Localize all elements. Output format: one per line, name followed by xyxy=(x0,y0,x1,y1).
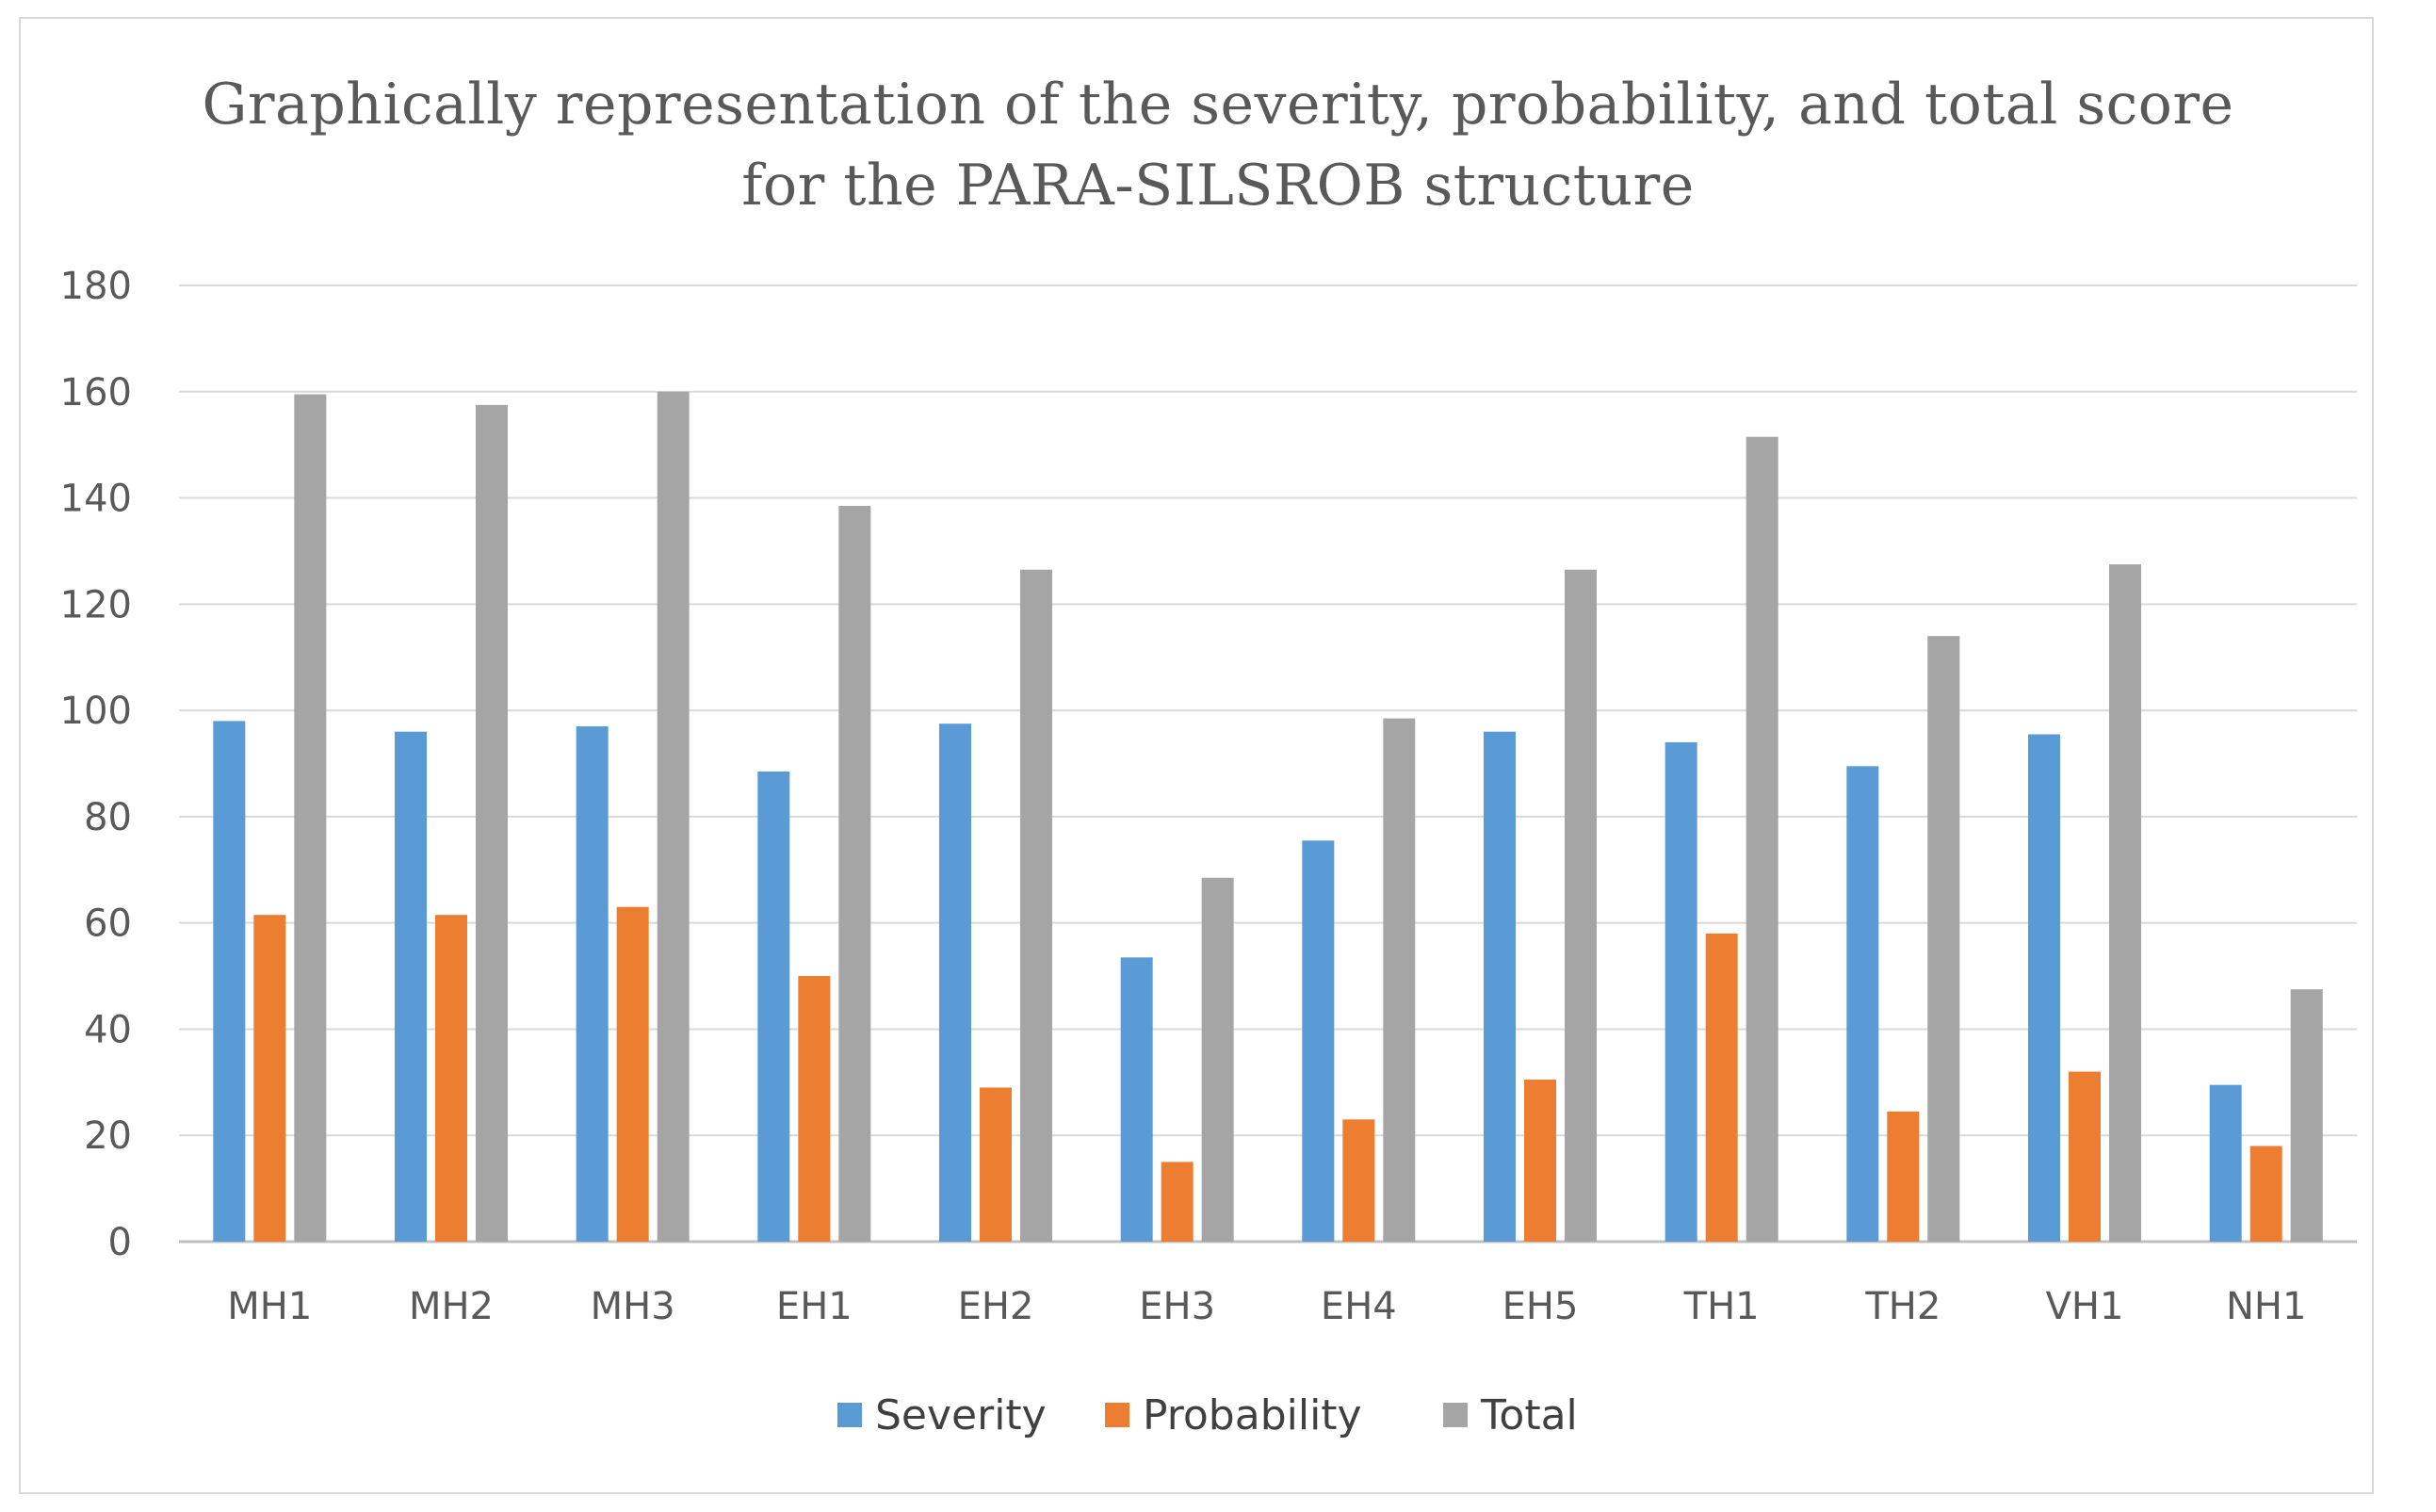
bar-total-th1 xyxy=(1746,436,1778,1242)
bar-severity-eh3 xyxy=(1120,957,1153,1242)
y-tick-label: 20 xyxy=(84,1114,132,1158)
bar-probability-mh2 xyxy=(435,915,467,1242)
y-axis: 0 20 40 60 80 100 120 140 160 180 xyxy=(60,265,132,1264)
bar-severity-mh2 xyxy=(395,731,427,1242)
bar-probability-th2 xyxy=(1887,1111,1920,1242)
bar-probability-mh3 xyxy=(616,906,649,1242)
bar-severity-vh1 xyxy=(2028,734,2060,1242)
x-tick-label: EH1 xyxy=(776,1285,853,1328)
x-tick-label: TH1 xyxy=(1683,1285,1760,1328)
bar-severity-th1 xyxy=(1665,741,1697,1242)
legend-label-total: Total xyxy=(1480,1391,1578,1439)
bar-probability-eh1 xyxy=(798,976,831,1242)
bar-severity-mh3 xyxy=(576,726,609,1242)
y-tick-label: 160 xyxy=(60,371,132,415)
x-tick-label: EH5 xyxy=(1502,1285,1579,1328)
bar-probability-eh3 xyxy=(1161,1162,1194,1242)
bar-total-mh2 xyxy=(476,404,508,1242)
y-tick-label: 120 xyxy=(60,583,132,626)
bar-severity-mh1 xyxy=(213,721,246,1242)
y-tick-label: 100 xyxy=(60,690,132,733)
bar-severity-nh1 xyxy=(2209,1084,2242,1242)
x-axis: MH1 MH2 MH3 EH1 EH2 EH3 EH4 EH5 TH1 TH2 VH1 NH1 xyxy=(227,1285,2306,1328)
bar-total-mh3 xyxy=(657,391,690,1242)
y-tick-label: 0 xyxy=(108,1221,132,1264)
x-tick-label: EH4 xyxy=(1321,1285,1397,1328)
bars xyxy=(213,391,2323,1242)
bar-probability-eh2 xyxy=(980,1087,1012,1242)
bar-severity-eh2 xyxy=(939,723,971,1242)
legend-swatch-probability xyxy=(1105,1403,1129,1427)
bar-probability-eh4 xyxy=(1342,1119,1375,1242)
x-tick-label: TH2 xyxy=(1864,1285,1941,1328)
chart-title-line-1: Graphically representation of the severi… xyxy=(202,72,2234,138)
x-tick-label: EH3 xyxy=(1139,1285,1215,1328)
bar-probability-nh1 xyxy=(2249,1146,2282,1242)
x-tick-label: MH1 xyxy=(227,1285,312,1328)
bar-total-eh1 xyxy=(838,506,871,1242)
chart-title-line-2: for the PARA-SILSROB structure xyxy=(741,153,1695,219)
y-tick-label: 80 xyxy=(84,796,132,839)
x-tick-label: MH3 xyxy=(591,1285,675,1328)
legend-label-severity: Severity xyxy=(875,1391,1047,1439)
bar-total-th2 xyxy=(1927,636,1960,1242)
bar-total-eh5 xyxy=(1565,569,1597,1242)
x-tick-label: EH2 xyxy=(958,1285,1034,1328)
legend-label-probability: Probability xyxy=(1143,1391,1362,1439)
bar-total-mh1 xyxy=(294,394,327,1242)
x-tick-label: VH1 xyxy=(2046,1285,2124,1328)
bar-probability-vh1 xyxy=(2069,1071,2101,1242)
bar-total-vh1 xyxy=(2109,564,2141,1242)
legend-swatch-total xyxy=(1443,1403,1468,1427)
bar-total-eh4 xyxy=(1383,718,1416,1242)
bar-severity-eh1 xyxy=(757,771,790,1242)
y-tick-label: 40 xyxy=(84,1008,132,1051)
gridlines xyxy=(179,285,2357,1244)
x-tick-label: NH1 xyxy=(2226,1285,2306,1328)
bar-probability-th1 xyxy=(1705,933,1738,1242)
y-tick-label: 140 xyxy=(60,478,132,521)
y-tick-label: 60 xyxy=(84,902,132,946)
bar-probability-mh1 xyxy=(253,915,286,1242)
x-tick-label: MH2 xyxy=(409,1285,494,1328)
bar-total-eh3 xyxy=(1201,877,1234,1242)
legend: Severity Probability Total xyxy=(837,1391,1578,1439)
y-tick-label: 180 xyxy=(60,265,132,308)
bar-probability-eh5 xyxy=(1524,1080,1556,1242)
bar-severity-eh5 xyxy=(1484,731,1516,1242)
legend-swatch-severity xyxy=(837,1403,862,1427)
bar-total-nh1 xyxy=(2290,989,2323,1242)
bar-severity-eh4 xyxy=(1302,840,1335,1242)
bar-total-eh2 xyxy=(1020,569,1052,1242)
bar-severity-th2 xyxy=(1846,766,1879,1242)
